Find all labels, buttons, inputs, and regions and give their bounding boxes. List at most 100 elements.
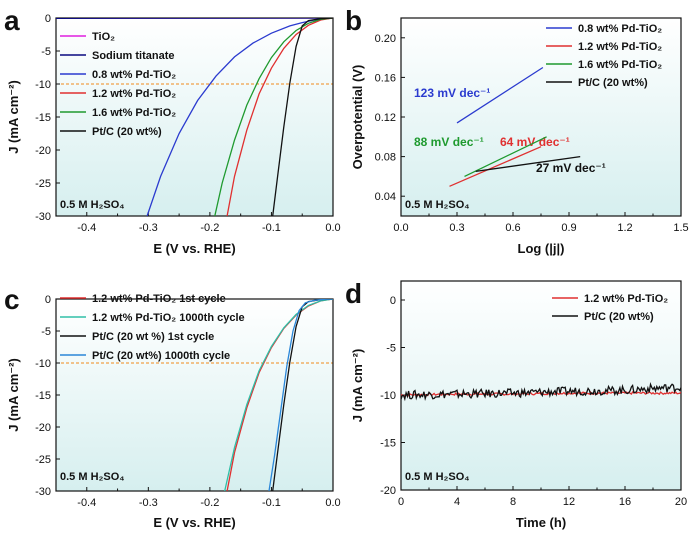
y-tick-label: 0.08 xyxy=(375,152,396,164)
x-tick-label: 8 xyxy=(510,496,516,508)
y-tick-label: 0.16 xyxy=(375,72,396,84)
x-tick-label: 1.2 xyxy=(617,222,632,234)
electrolyte-label: 0.5 M H₂SO₄ xyxy=(405,199,470,211)
x-tick-label: -0.4 xyxy=(77,222,96,234)
y-tick-label: 0.04 xyxy=(375,191,396,203)
panel-letter: c xyxy=(4,284,20,315)
y-tick-label: 0 xyxy=(390,295,396,307)
legend-label: 1.2 wt% Pd-TiO₂ 1st cycle xyxy=(92,293,226,305)
y-axis-label: Overpotential (V) xyxy=(350,65,365,170)
legend-label: 1.6 wt% Pd-TiO₂ xyxy=(578,59,662,71)
x-tick-label: 16 xyxy=(619,496,631,508)
x-tick-label: 0.0 xyxy=(325,497,340,509)
series-line xyxy=(272,18,333,216)
legend-label: TiO₂ xyxy=(92,31,115,43)
legend-label: 1.2 wt% Pd-TiO₂ xyxy=(92,88,176,100)
x-tick-label: -0.2 xyxy=(200,497,219,509)
y-tick-label: 0 xyxy=(45,13,51,25)
y-tick-label: 0 xyxy=(45,294,51,306)
y-tick-label: 0.12 xyxy=(375,112,396,124)
legend-label: 0.8 wt% Pd-TiO₂ xyxy=(578,23,662,35)
tafel-slope-label: 88 mV dec⁻¹ xyxy=(414,135,484,149)
series-line xyxy=(226,18,333,216)
panel-letter: b xyxy=(345,5,362,36)
panel-letter: a xyxy=(4,5,20,36)
y-tick-label: -30 xyxy=(35,486,51,498)
x-axis-label: Log (|j|) xyxy=(518,241,565,256)
x-tick-label: 0.0 xyxy=(325,222,340,234)
x-axis-label: E (V vs. RHE) xyxy=(153,515,235,530)
y-tick-label: -20 xyxy=(380,485,396,497)
y-tick-label: -25 xyxy=(35,178,51,190)
y-axis-label: J (mA cm⁻²) xyxy=(6,80,21,154)
legend-label: 0.8 wt% Pd-TiO₂ xyxy=(92,69,176,81)
x-tick-label: -0.2 xyxy=(200,222,219,234)
y-tick-label: -20 xyxy=(35,145,51,157)
legend-label: Pt/C (20 wt%) xyxy=(584,311,654,323)
tafel-slope-label: 123 mV dec⁻¹ xyxy=(414,86,490,100)
legend-label: 1.2 wt% Pd-TiO₂ xyxy=(584,293,668,305)
tafel-slope-label: 27 mV dec⁻¹ xyxy=(536,161,606,175)
y-tick-label: -5 xyxy=(41,46,51,58)
series-line xyxy=(449,146,542,187)
legend-label: 1.2 wt% Pd-TiO₂ 1000th cycle xyxy=(92,312,245,324)
y-axis-label: J (mA cm⁻²) xyxy=(350,349,365,423)
legend-label: 1.2 wt% Pd-TiO₂ xyxy=(578,41,662,53)
y-tick-label: -10 xyxy=(35,79,51,91)
legend-label: Pt/C (20 wt %) 1st cycle xyxy=(92,331,214,343)
legend-label: 1.6 wt% Pd-TiO₂ xyxy=(92,107,176,119)
plot-area xyxy=(56,299,333,491)
plot-area xyxy=(56,18,333,216)
plot-area xyxy=(401,18,681,216)
x-tick-label: -0.3 xyxy=(139,222,158,234)
electrolyte-label: 0.5 M H₂SO₄ xyxy=(60,199,125,211)
legend-label: Pt/C (20 wt%) xyxy=(92,126,162,138)
x-tick-label: 0.9 xyxy=(561,222,576,234)
x-tick-label: -0.1 xyxy=(262,497,281,509)
x-tick-label: 20 xyxy=(675,496,687,508)
legend-label: Sodium titanate xyxy=(92,50,175,62)
x-tick-label: 0.3 xyxy=(449,222,464,234)
y-axis-label: J (mA cm⁻²) xyxy=(6,358,21,432)
electrolyte-label: 0.5 M H₂SO₄ xyxy=(405,471,470,483)
panel-b: 0.0 0.3 0.6 0.9 1.2 1.5 0.04 0.08 0.12 0.16 0.20 Lo… xyxy=(345,5,689,256)
series-line xyxy=(475,155,581,173)
x-tick-label: 0.6 xyxy=(505,222,520,234)
series-line xyxy=(224,299,333,491)
plot-area xyxy=(401,281,681,490)
y-tick-label: -15 xyxy=(380,438,396,450)
y-tick-label: 0.20 xyxy=(375,33,396,45)
electrolyte-label: 0.5 M H₂SO₄ xyxy=(60,471,125,483)
x-tick-label: 4 xyxy=(454,496,460,508)
x-axis-label: Time (h) xyxy=(516,515,566,530)
x-tick-label: 0 xyxy=(398,496,404,508)
y-tick-label: -5 xyxy=(41,326,51,338)
series-line xyxy=(401,382,681,402)
x-tick-label: 12 xyxy=(563,496,575,508)
legend-label: Pt/C (20 wt%) 1000th cycle xyxy=(92,350,230,362)
panel-a: -0.4 -0.3 -0.2 -0.1 0.0 0 -5 -10 -15 -20 -25 -30 E (… xyxy=(4,5,341,256)
series-line xyxy=(268,299,333,491)
x-tick-label: 1.5 xyxy=(673,222,688,234)
x-axis-label: E (V vs. RHE) xyxy=(153,241,235,256)
series-line xyxy=(214,18,333,216)
x-tick-label: 0.0 xyxy=(393,222,408,234)
panel-c: -0.4 -0.3 -0.2 -0.1 0.0 0 -5 -10 -15 -20 -25 -30 E (… xyxy=(4,284,341,530)
series-line xyxy=(456,66,544,124)
x-tick-label: -0.4 xyxy=(77,497,96,509)
y-tick-label: -5 xyxy=(386,343,396,355)
y-tick-label: -30 xyxy=(35,211,51,223)
legend-label: Pt/C (20 wt%) xyxy=(578,77,648,89)
x-tick-label: -0.1 xyxy=(262,222,281,234)
x-tick-label: -0.3 xyxy=(139,497,158,509)
y-tick-label: -15 xyxy=(35,390,51,402)
panel-d: 0 4 8 12 16 20 0 -5 -10 -15 -20 Time (h) J (mA cm⁻²)… xyxy=(345,278,687,530)
y-tick-label: -10 xyxy=(35,358,51,370)
y-tick-label: -10 xyxy=(380,390,396,402)
y-tick-label: -25 xyxy=(35,454,51,466)
y-tick-label: -20 xyxy=(35,422,51,434)
series-line xyxy=(464,136,547,177)
panel-letter: d xyxy=(345,278,362,309)
y-tick-label: -15 xyxy=(35,112,51,124)
